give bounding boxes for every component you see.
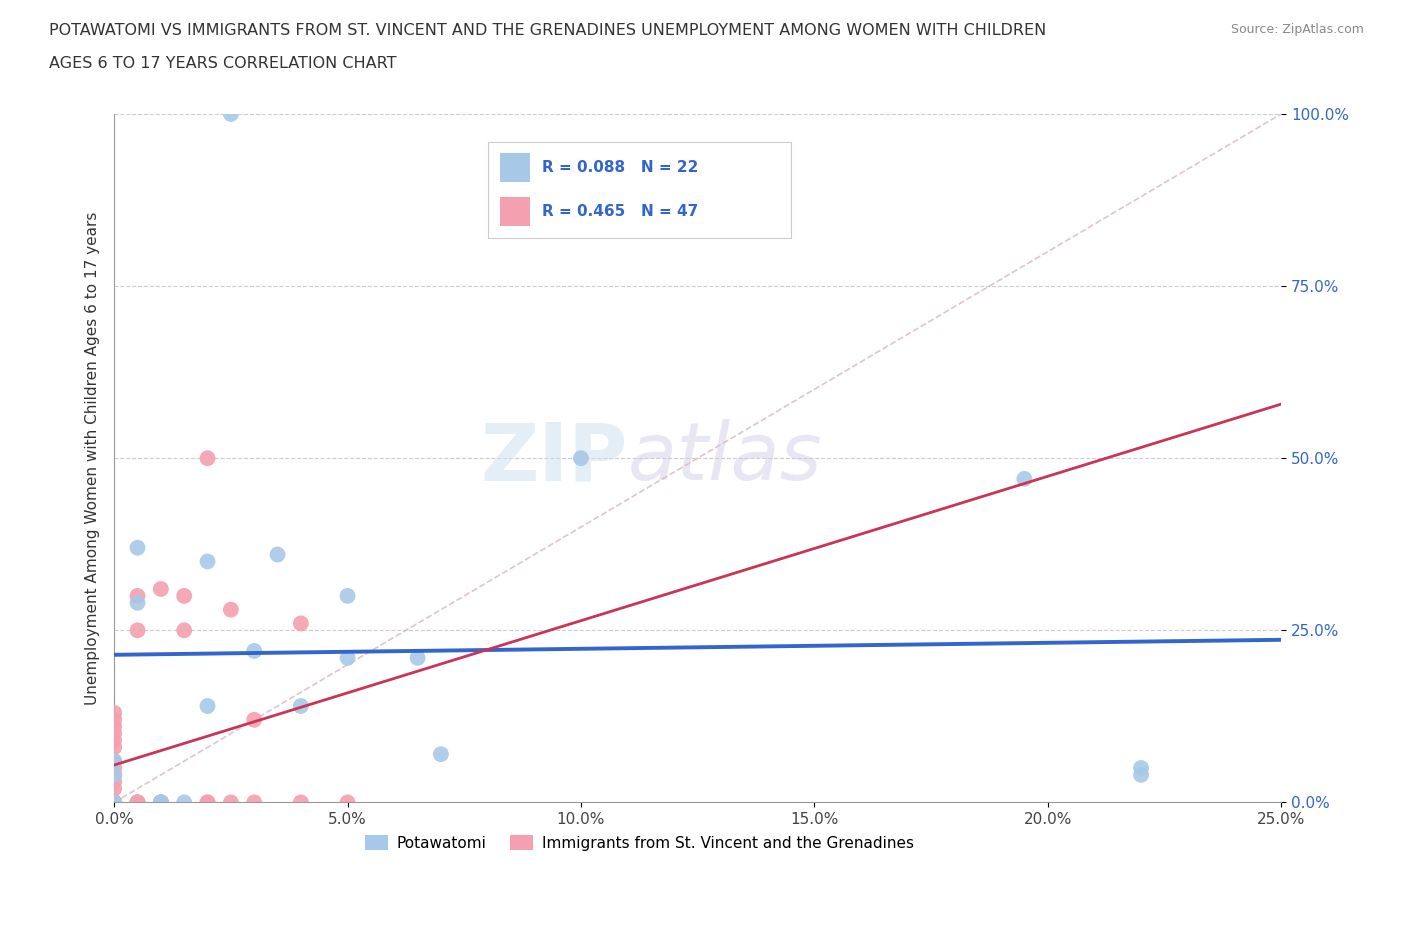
- Point: [103, 726, 125, 741]
- Point: [127, 589, 149, 604]
- Point: [103, 795, 125, 810]
- Point: [173, 623, 195, 638]
- Point: [103, 795, 125, 810]
- Point: [103, 795, 125, 810]
- Point: [243, 644, 266, 658]
- Text: AGES 6 TO 17 YEARS CORRELATION CHART: AGES 6 TO 17 YEARS CORRELATION CHART: [49, 56, 396, 71]
- Point: [127, 795, 149, 810]
- Point: [103, 795, 125, 810]
- Point: [127, 795, 149, 810]
- Point: [127, 595, 149, 610]
- Point: [430, 747, 453, 762]
- Point: [149, 795, 172, 810]
- Point: [103, 795, 125, 810]
- Point: [1014, 472, 1036, 486]
- Point: [103, 706, 125, 721]
- Point: [266, 547, 288, 562]
- Point: [103, 795, 125, 810]
- Point: [103, 753, 125, 768]
- Point: [127, 540, 149, 555]
- Point: [1130, 761, 1153, 776]
- Point: [197, 698, 219, 713]
- Point: [149, 795, 172, 810]
- Point: [219, 795, 242, 810]
- Point: [569, 451, 592, 466]
- Point: [103, 795, 125, 810]
- Point: [336, 589, 359, 604]
- Point: [219, 603, 242, 618]
- Point: [127, 623, 149, 638]
- Point: [103, 767, 125, 782]
- Point: [103, 795, 125, 810]
- Point: [197, 795, 219, 810]
- Point: [290, 698, 312, 713]
- Point: [290, 616, 312, 631]
- Point: [197, 451, 219, 466]
- Point: [1130, 767, 1153, 782]
- Point: [103, 781, 125, 796]
- Point: [406, 650, 429, 665]
- Point: [103, 733, 125, 748]
- Point: [336, 650, 359, 665]
- Point: [103, 761, 125, 776]
- Legend: Potawatomi, Immigrants from St. Vincent and the Grenadines: Potawatomi, Immigrants from St. Vincent …: [359, 829, 920, 857]
- Point: [103, 795, 125, 810]
- Point: [103, 753, 125, 768]
- Point: [149, 581, 172, 596]
- Point: [149, 795, 172, 810]
- Point: [103, 719, 125, 734]
- Text: atlas: atlas: [627, 419, 823, 498]
- Point: [290, 795, 312, 810]
- Text: Source: ZipAtlas.com: Source: ZipAtlas.com: [1230, 23, 1364, 36]
- Point: [103, 767, 125, 782]
- Point: [103, 795, 125, 810]
- Point: [243, 712, 266, 727]
- Point: [149, 795, 172, 810]
- Point: [127, 795, 149, 810]
- Point: [103, 712, 125, 727]
- Point: [173, 795, 195, 810]
- Point: [103, 795, 125, 810]
- Point: [103, 775, 125, 790]
- Y-axis label: Unemployment Among Women with Children Ages 6 to 17 years: Unemployment Among Women with Children A…: [86, 211, 100, 705]
- Point: [149, 795, 172, 810]
- Point: [219, 107, 242, 122]
- Point: [103, 795, 125, 810]
- Point: [173, 589, 195, 604]
- Point: [103, 795, 125, 810]
- Point: [103, 795, 125, 810]
- Point: [197, 795, 219, 810]
- Point: [103, 740, 125, 755]
- Point: [149, 795, 172, 810]
- Point: [336, 795, 359, 810]
- Text: ZIP: ZIP: [481, 419, 627, 498]
- Point: [197, 554, 219, 569]
- Text: POTAWATOMI VS IMMIGRANTS FROM ST. VINCENT AND THE GRENADINES UNEMPLOYMENT AMONG : POTAWATOMI VS IMMIGRANTS FROM ST. VINCEN…: [49, 23, 1046, 38]
- Point: [243, 795, 266, 810]
- Point: [103, 795, 125, 810]
